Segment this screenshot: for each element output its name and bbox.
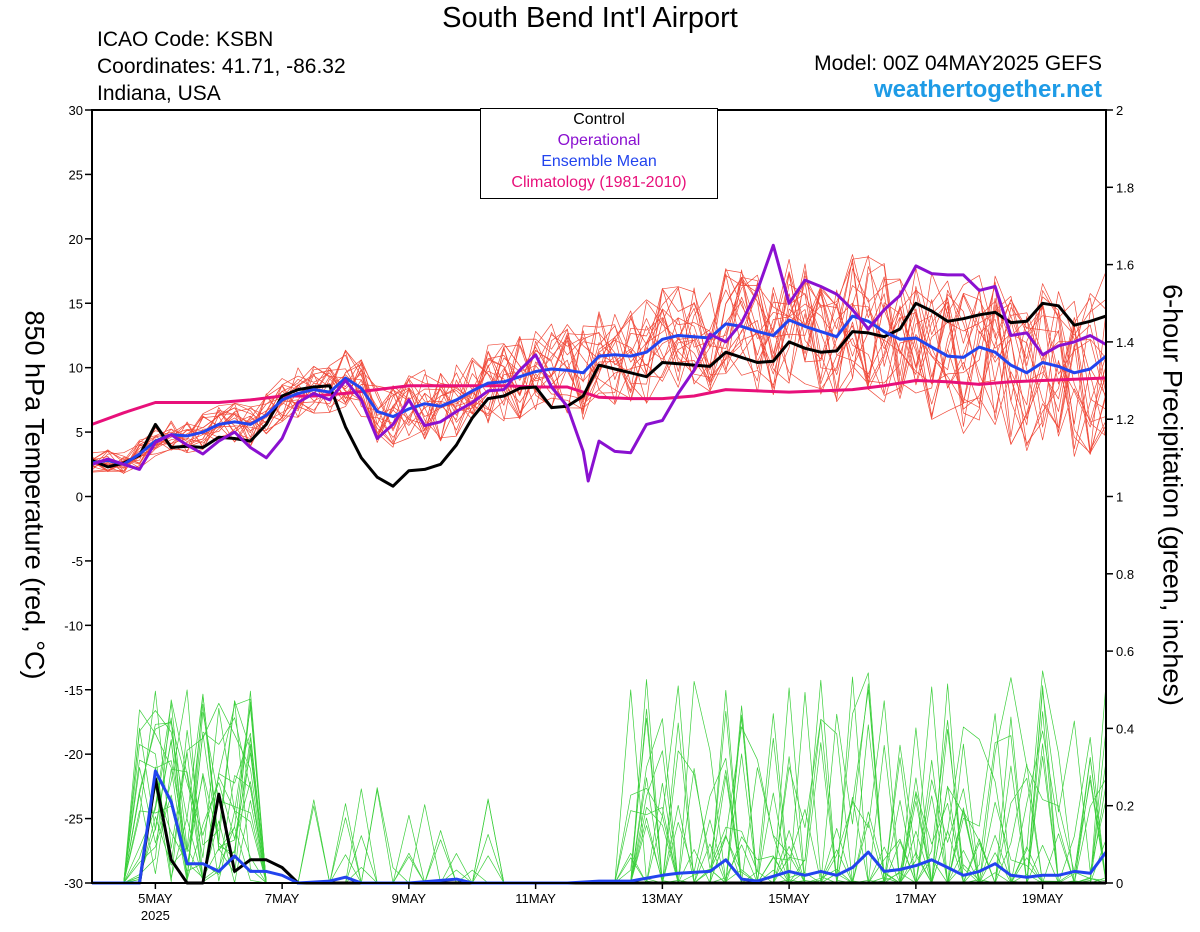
temp-control-line	[91, 301, 1107, 488]
x-tick-label: 13MAY	[642, 891, 684, 906]
right-tick-label: 0.8	[1116, 567, 1134, 582]
location: Indiana, USA	[97, 82, 221, 105]
x-tick-label: 11MAY	[515, 891, 556, 906]
x-year-label: 2025	[141, 908, 170, 923]
x-tick-label: 9MAY	[392, 891, 427, 906]
left-tick-label: -5	[71, 554, 83, 569]
legend-climo: Climatology (1981-2010)	[511, 174, 687, 191]
x-tick-label: 15MAY	[768, 891, 810, 906]
legend-operational: Operational	[557, 132, 641, 149]
left-tick-label: 5	[76, 425, 83, 440]
right-tick-label: 2	[1116, 103, 1123, 118]
left-tick-label: 15	[69, 296, 83, 311]
temp-member-line	[91, 271, 1107, 472]
left-tick-label: 10	[69, 361, 83, 376]
precip-mean-line	[92, 769, 1108, 885]
temp-climo-line	[91, 376, 1107, 426]
icao-code: ICAO Code: KSBN	[97, 28, 274, 51]
right-tick-label: 0.2	[1116, 799, 1134, 814]
left-axis-label: 850 hPa Temperature (red, °C)	[19, 310, 50, 680]
left-tick-label: 0	[76, 490, 83, 505]
right-tick-label: 1	[1116, 490, 1123, 505]
temp-operational-line	[91, 243, 1107, 483]
temp-member-line	[91, 263, 1107, 473]
right-tick-label: 1.2	[1116, 412, 1134, 427]
left-tick-label: -25	[64, 812, 83, 827]
left-tick-label: -30	[64, 876, 83, 891]
x-tick-label: 19MAY	[1022, 891, 1064, 906]
right-tick-label: 1.8	[1116, 180, 1134, 195]
left-tick-label: -10	[64, 618, 83, 633]
right-tick-label: 0.4	[1116, 721, 1134, 736]
temp-member-line	[91, 276, 1107, 464]
left-tick-label: 25	[69, 167, 83, 182]
left-tick-label: -20	[64, 747, 83, 762]
right-tick-label: 0.6	[1116, 644, 1134, 659]
right-axis-label: 6-hour Precipitation (green, inches)	[1157, 284, 1188, 706]
legend: Control Operational Ensemble Mean Climat…	[480, 108, 718, 199]
x-tick-label: 17MAY	[895, 891, 937, 906]
right-tick-label: 1.4	[1116, 335, 1134, 350]
right-tick-label: 1.6	[1116, 258, 1134, 273]
site-link[interactable]: weathertogether.net	[873, 76, 1102, 103]
legend-mean: Ensemble Mean	[541, 153, 657, 170]
chart-title: South Bend Int'l Airport	[442, 2, 738, 34]
left-tick-label: 20	[69, 232, 83, 247]
x-tick-label: 5MAY	[138, 891, 173, 906]
legend-control: Control	[573, 111, 625, 128]
left-tick-label: -15	[64, 683, 83, 698]
left-tick-label: 30	[69, 103, 83, 118]
temp-member-line	[91, 282, 1107, 469]
model-run: Model: 00Z 04MAY2025 GEFS	[814, 52, 1102, 75]
temp-mean-line	[91, 314, 1107, 466]
right-tick-label: 0	[1116, 876, 1123, 891]
coordinates: Coordinates: 41.71, -86.32	[97, 55, 346, 78]
x-tick-label: 7MAY	[265, 891, 300, 906]
